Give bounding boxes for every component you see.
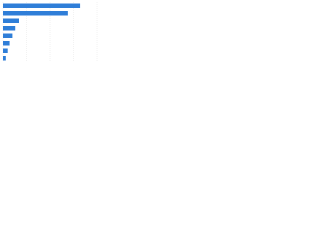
- chart: [2, 2, 98, 62]
- bar: [3, 41, 10, 46]
- bar: [3, 56, 6, 61]
- bar: [3, 18, 19, 23]
- bar: [3, 48, 8, 53]
- bar: [3, 33, 13, 38]
- page: {"chart_data": {"type": "bar", "horizont…: [0, 0, 100, 71]
- bar: [3, 26, 16, 31]
- bar: [3, 3, 81, 8]
- bar: [3, 11, 68, 16]
